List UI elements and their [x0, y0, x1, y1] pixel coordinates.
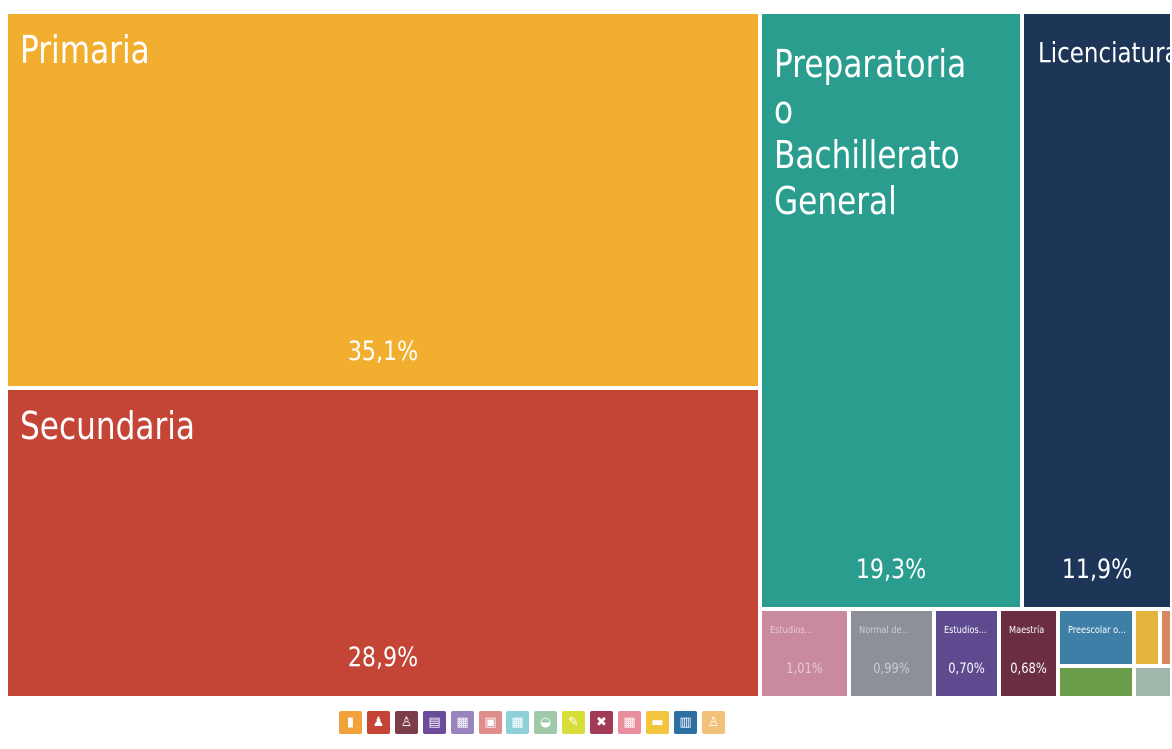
tile-label: Preescolar o... [1068, 625, 1126, 636]
tile-small-2[interactable] [1134, 609, 1160, 666]
tile-value: 0,99% [873, 661, 910, 677]
graduation-cap-icon[interactable]: ◒ [534, 711, 557, 734]
tile-preparatoria[interactable]: Preparatoria o Bachillerato General 19,3% [760, 12, 1022, 609]
tile-primaria[interactable]: Primaria 35,1% [6, 12, 760, 388]
briefcase-icon[interactable]: ▬ [646, 711, 669, 734]
tile-label: Normal de... [859, 625, 910, 636]
tile-label: Estudios... [944, 625, 987, 636]
tile-value: 0,68% [1010, 661, 1047, 677]
tile-secundaria[interactable]: Secundaria 28,9% [6, 388, 760, 698]
tile-label: Maestría [1009, 625, 1045, 636]
tile-normal[interactable]: Normal de... 0,99% [849, 609, 934, 698]
tile-label: Preparatoria o Bachillerato General [774, 42, 967, 223]
tile-estudios-1[interactable]: Estudios... 1,01% [760, 609, 849, 698]
tile-value: 1,01% [786, 661, 823, 677]
diploma-icon[interactable]: ▤ [423, 711, 446, 734]
tile-preescolar[interactable]: Preescolar o... [1058, 609, 1134, 666]
tile-small-1[interactable] [1058, 666, 1134, 698]
tile-label: Secundaria [20, 404, 196, 448]
tile-small-3[interactable] [1160, 609, 1172, 666]
tile-label: Licenciatura [1038, 36, 1172, 69]
presentation-icon[interactable]: ▦ [618, 711, 641, 734]
tile-value: 11,9% [1061, 554, 1133, 585]
pencil-icon[interactable]: ✎ [562, 711, 585, 734]
tile-label: Estudios... [770, 625, 813, 636]
certificate-icon[interactable]: ▣ [479, 711, 502, 734]
tile-value: 35,1% [347, 336, 419, 367]
tile-label: Primaria [20, 28, 150, 72]
tile-small-4[interactable] [1134, 666, 1172, 698]
presentation-icon[interactable]: ▦ [506, 711, 529, 734]
teacher-board-icon[interactable]: ▥ [674, 711, 697, 734]
tile-value: 0,70% [948, 661, 985, 677]
book-icon[interactable]: ▮ [339, 711, 362, 734]
tile-estudios-2[interactable]: Estudios... 0,70% [934, 609, 999, 698]
tools-icon[interactable]: ✖ [590, 711, 613, 734]
tile-maestria[interactable]: Maestría 0,68% [999, 609, 1058, 698]
user-tie-icon[interactable]: ♟ [367, 711, 390, 734]
presentation-icon[interactable]: ▦ [451, 711, 474, 734]
family-icon[interactable]: ♙ [702, 711, 725, 734]
teacher-icon[interactable]: ♙ [395, 711, 418, 734]
tile-value: 28,9% [347, 642, 419, 673]
tile-value: 19,3% [855, 554, 927, 585]
tile-licenciatura[interactable]: Licenciatura 11,9% [1022, 12, 1172, 609]
